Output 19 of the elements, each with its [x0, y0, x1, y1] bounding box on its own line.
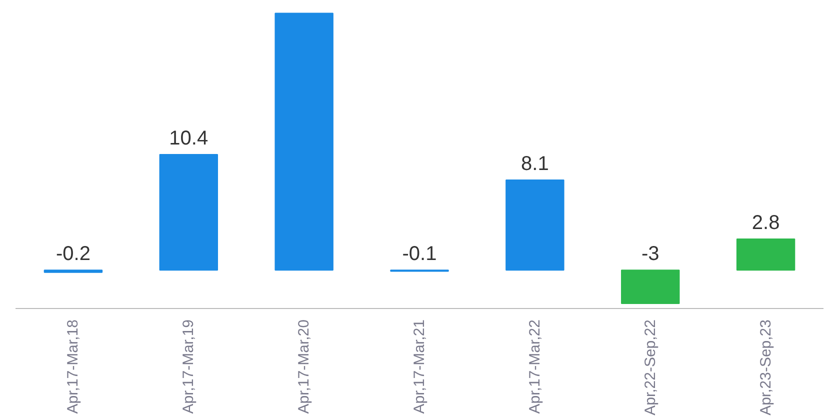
bar — [506, 180, 564, 271]
x-tick-label: Apr,22-Sep,22 — [642, 319, 659, 416]
bar — [736, 238, 796, 271]
data-label: -3 — [641, 243, 660, 266]
x-tick-label: Apr,23-Sep,23 — [757, 319, 774, 416]
x-tick-label: Apr,17-Mar,18 — [64, 320, 82, 414]
data-label: 10.4 — [169, 127, 208, 150]
data-label: -0.2 — [56, 243, 90, 266]
bar — [159, 154, 218, 271]
data-label: -0.1 — [402, 243, 437, 266]
x-tick-label: Apr,17-Mar,20 — [296, 320, 313, 414]
bar — [274, 12, 334, 271]
data-label: 8.1 — [521, 153, 549, 176]
x-tick-label: Apr,17-Mar,22 — [526, 320, 544, 414]
bar — [621, 270, 680, 304]
bar — [44, 270, 103, 273]
x-tick-label: Apr,17-Mar,21 — [411, 320, 428, 414]
data-label: 2.8 — [752, 212, 780, 234]
x-tick-label: Apr,17-Mar,19 — [180, 320, 198, 414]
